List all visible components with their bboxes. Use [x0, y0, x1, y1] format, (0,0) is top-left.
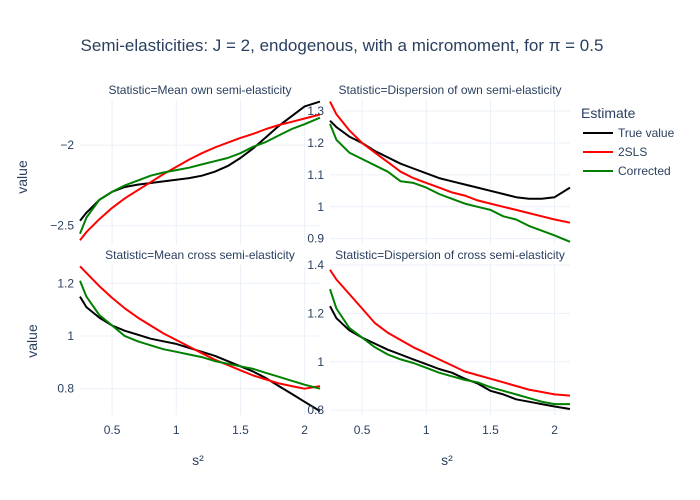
- legend-item-true-value[interactable]: True value: [583, 126, 675, 140]
- y-tick-label: −2.5: [50, 219, 74, 233]
- y-tick-label: 1.3: [307, 104, 324, 118]
- x-tick-label: 2: [551, 423, 558, 437]
- x-axis-title-right: s²: [441, 452, 453, 468]
- x-tick-label: 0.5: [354, 423, 371, 437]
- y-tick-label: 1.1: [307, 168, 324, 182]
- legend-label: True value: [618, 126, 675, 140]
- x-tick-label: 1: [423, 423, 430, 437]
- y-tick-label: 1: [67, 329, 74, 343]
- legend-item-corrected[interactable]: Corrected: [583, 164, 671, 178]
- legend-label: Corrected: [618, 164, 671, 178]
- y-tick-label: 1.2: [307, 306, 324, 320]
- facet-title: Statistic=Dispersion of own semi-elastic…: [338, 83, 561, 97]
- y-tick-label: 0.8: [307, 403, 324, 417]
- series-line-true-value: [79, 296, 321, 412]
- y-tick-label: −2: [60, 138, 74, 152]
- y-tick-label: 1.2: [57, 276, 74, 290]
- y-tick-label: 0.9: [307, 232, 324, 246]
- y-tick-label: 1: [317, 355, 324, 369]
- y-axis-title-bottom: value: [24, 324, 40, 358]
- series-line-corrected: [79, 280, 321, 390]
- y-tick-label: 1: [317, 200, 324, 214]
- series-line-corrected: [79, 116, 321, 235]
- series-line-corrected: [329, 288, 570, 406]
- series-line-true-value: [79, 100, 321, 222]
- y-axis-title-top: value: [14, 160, 30, 194]
- facet-panel: Statistic=Mean own semi-elasticity −2.5 −2: [50, 83, 321, 245]
- y-tick-label: 0.8: [57, 382, 74, 396]
- x-tick-label: 1.5: [232, 423, 249, 437]
- x-tick-label: 1.5: [482, 423, 499, 437]
- facet-panel: Statistic=Mean cross semi-elasticity 0.8 1…: [57, 248, 321, 437]
- x-axis-title-left: s²: [192, 452, 204, 468]
- series-line-true-value: [329, 119, 571, 200]
- facet-panel: Statistic=Dispersion of own semi-elastic…: [307, 83, 571, 246]
- legend-item-2sls[interactable]: 2SLS: [583, 145, 647, 159]
- series-line-2sls: [79, 265, 321, 390]
- facet-panels: Statistic=Mean own semi-elasticity −2.5 −2…: [50, 83, 571, 437]
- legend: Estimate True value 2SLS Corrected: [581, 105, 675, 178]
- x-tick-label: 0.5: [104, 423, 121, 437]
- series-line-2sls: [79, 113, 321, 241]
- x-tick-label: 2: [301, 423, 308, 437]
- series-line-2sls: [329, 101, 571, 224]
- facet-title: Statistic=Dispersion of cross semi-elast…: [335, 248, 565, 262]
- x-tick-label: 1: [173, 423, 180, 437]
- facet-title: Statistic=Mean cross semi-elasticity: [105, 248, 295, 262]
- legend-label: 2SLS: [618, 145, 647, 159]
- y-tick-label: 1.2: [307, 136, 324, 150]
- chart-title: Semi-elasticities: J = 2, endogenous, wi…: [81, 36, 604, 55]
- series-line-true-value: [329, 305, 571, 410]
- facet-panel: Statistic=Dispersion of cross semi-elast…: [307, 248, 571, 437]
- series-line-corrected: [329, 123, 571, 243]
- series-line-2sls: [329, 269, 571, 397]
- facet-title: Statistic=Mean own semi-elasticity: [108, 83, 291, 97]
- y-tick-label: 1.4: [307, 258, 324, 272]
- legend-title: Estimate: [581, 105, 636, 121]
